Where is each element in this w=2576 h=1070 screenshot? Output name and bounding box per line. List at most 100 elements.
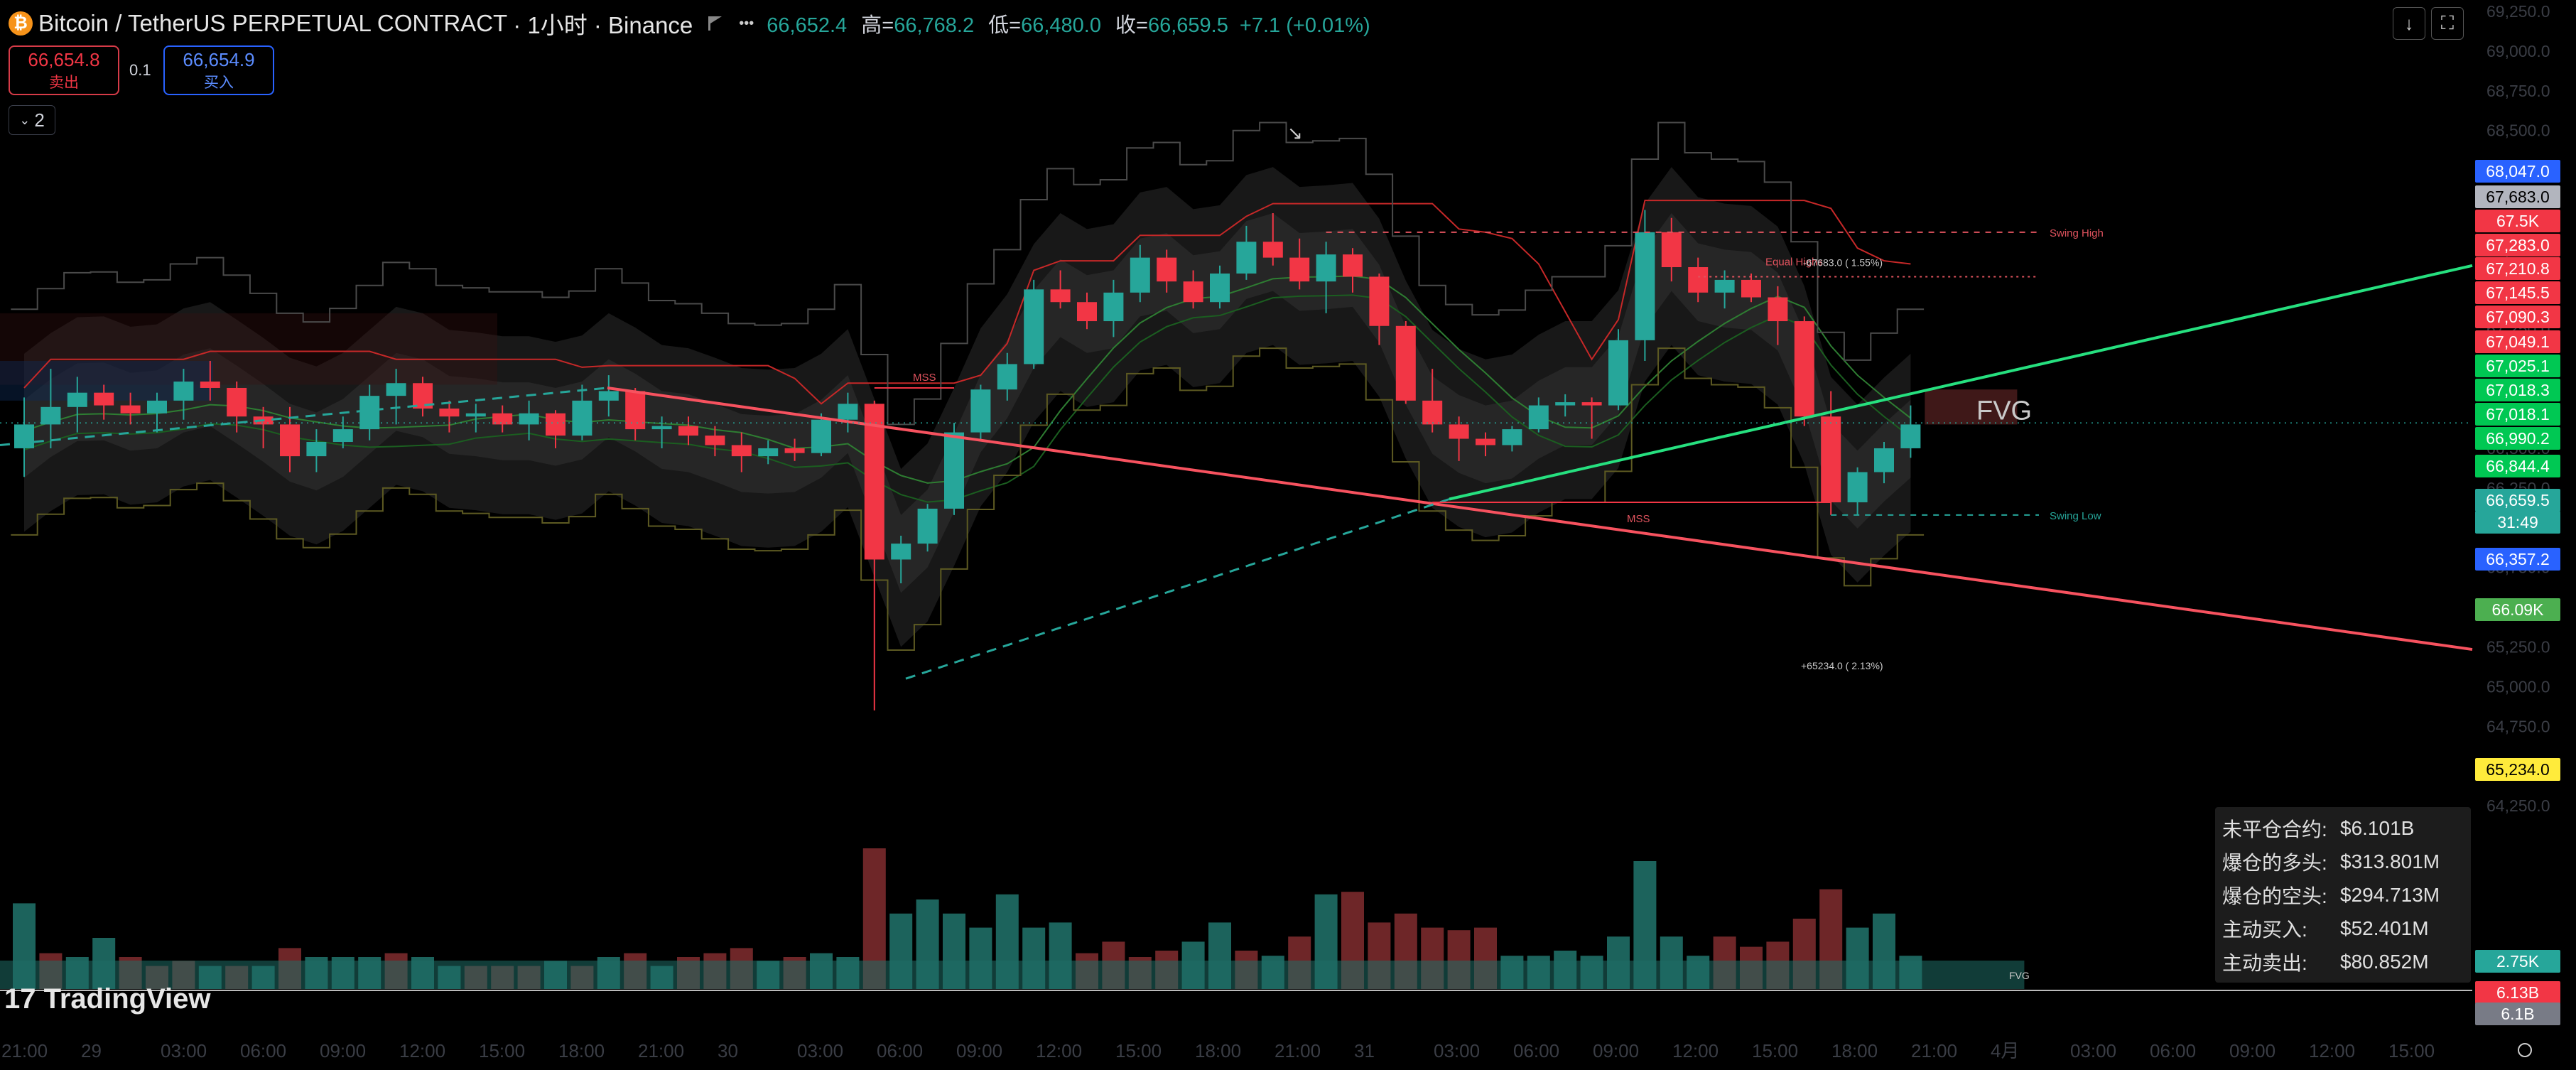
stats-value: $313.801M — [2340, 850, 2440, 872]
candle-body — [147, 400, 167, 414]
donchian-upper — [11, 121, 1925, 426]
candle-body — [1821, 416, 1841, 502]
x-tick-label: 18:00 — [1831, 1040, 1878, 1061]
candle-body — [1449, 424, 1469, 439]
fullscreen-button[interactable]: ⛶ — [2431, 7, 2464, 40]
price-label-box — [2475, 185, 2560, 208]
candle-body — [1369, 276, 1390, 326]
candle-body — [439, 409, 460, 417]
indicator-collapse-toggle[interactable]: ⌄ 2 — [9, 105, 55, 135]
price-label-box — [2475, 511, 2560, 534]
stats-row: 爆仓的空头: $294.713M — [2222, 878, 2464, 912]
range-low-note: +65234.0 ( 2.13%) — [1801, 660, 1883, 671]
price-label-box — [2475, 257, 2560, 280]
candle-body — [1794, 321, 1814, 417]
buy-price: 66,654.9 — [183, 48, 255, 70]
x-tick-label: 18:00 — [558, 1040, 605, 1061]
stats-row: 未平仓合约: $6.101B — [2222, 811, 2464, 845]
price-label-box — [2475, 403, 2560, 426]
y-tick-label: 69,250.0 — [2486, 2, 2550, 21]
stats-value: $294.713M — [2340, 883, 2440, 906]
sell-button[interactable]: 66,654.8 卖出 — [9, 45, 119, 95]
green-ema-line-2 — [23, 294, 1912, 503]
candle-body — [1077, 302, 1097, 322]
download-icon: ↓ — [2404, 12, 2414, 34]
x-tick-label: 03:00 — [2070, 1040, 2116, 1061]
price-label-box — [2475, 427, 2560, 450]
price-label-text: 67,049.1 — [2486, 333, 2550, 351]
fullscreen-icon: ⛶ — [2440, 12, 2455, 33]
candle-body — [678, 426, 698, 436]
price-label-text: 68,047.0 — [2486, 162, 2550, 180]
ohlc-high-label: 高= — [861, 14, 894, 37]
green-ema-line — [23, 275, 1912, 484]
price-label-text: 6.1B — [2501, 1005, 2534, 1023]
candle-body — [386, 383, 406, 396]
y-tick-label: 64,250.0 — [2486, 796, 2550, 815]
stats-label: 主动买入: — [2222, 918, 2307, 941]
candle-body — [1608, 340, 1628, 406]
y-tick-label: 64,750.0 — [2486, 717, 2550, 735]
x-tick-label: 12:00 — [1672, 1040, 1719, 1061]
x-tick-label: 15:00 — [1752, 1040, 1798, 1061]
candle-body — [811, 419, 831, 453]
red-zone — [0, 313, 497, 385]
x-tick-label: 06:00 — [877, 1040, 923, 1061]
interval-exchange[interactable]: · 1小时 · Binance — [513, 12, 693, 38]
candle-body — [1289, 257, 1310, 282]
candle-body — [651, 426, 672, 430]
trend-lines[interactable] — [0, 231, 2473, 680]
inner-cloud — [24, 212, 1911, 593]
x-tick-label: 31 — [1354, 1040, 1375, 1061]
stats-value: $52.401M — [2340, 917, 2429, 939]
ohlc-low-label: 低= — [988, 14, 1022, 37]
price-label-text: 67,683.0 — [2486, 188, 2550, 206]
stats-row: 主动买入: $52.401M — [2222, 912, 2464, 945]
x-tick-label: 21:00 — [638, 1040, 684, 1061]
stats-value: $6.101B — [2340, 816, 2415, 839]
candle-body — [1130, 257, 1150, 293]
time-axis[interactable]: 21:00 29 03:00 06:00 09:00 12:00 15:00 18:00 21:… — [1, 1040, 2532, 1061]
fvg-small-label: FVG — [2009, 970, 2030, 981]
buy-button[interactable]: 66,654.9 买入 — [163, 45, 274, 95]
price-label-text: 67,018.3 — [2486, 381, 2550, 399]
candle-body — [1714, 279, 1735, 293]
candle-body — [14, 424, 34, 448]
annotations: Swing High Swing Low Equal Highs MSS MSS FVG F… — [913, 122, 2104, 981]
candle-body — [359, 396, 380, 430]
price-label-box — [2475, 548, 2560, 571]
x-tick-label: 09:00 — [2229, 1040, 2275, 1061]
more-options-icon[interactable]: ••• — [739, 15, 754, 31]
candle-body — [1847, 472, 1868, 502]
price-label-text: 66,659.5 — [2486, 491, 2550, 509]
candle-body — [705, 436, 725, 445]
stats-label: 爆仓的多头: — [2222, 851, 2327, 874]
mss-label: MSS — [913, 372, 936, 384]
x-tick-label: 21:00 — [1, 1040, 48, 1061]
flag-icon[interactable] — [708, 16, 723, 31]
fvg-box — [1925, 389, 2018, 425]
price-label-box — [2475, 330, 2560, 353]
stats-value: $80.852M — [2340, 950, 2429, 973]
x-tick-label: 03:00 — [1434, 1040, 1480, 1061]
candle-body — [1874, 448, 1894, 472]
price-label-box — [2475, 281, 2560, 304]
tv-logo-text: TradingView — [43, 983, 211, 1015]
tradingview-logo[interactable]: 17 TradingView — [4, 983, 211, 1015]
price-label-text: 65,234.0 — [2486, 760, 2550, 779]
x-tick-label: 21:00 — [1911, 1040, 1957, 1061]
candle-body — [1157, 257, 1177, 282]
chevron-down-icon: ⌄ — [19, 112, 31, 127]
download-button[interactable]: ↓ — [2393, 7, 2425, 40]
price-label-text: 67,018.1 — [2486, 405, 2550, 423]
sell-label: 卖出 — [49, 74, 79, 91]
candle-body — [1103, 292, 1124, 322]
candle-body — [997, 364, 1017, 390]
green-trendline — [1449, 264, 2473, 501]
candle-body — [67, 392, 87, 407]
ohlc-readout: 66,652.4 高=66,768.2 低=66,480.0 收=66,659.… — [767, 9, 1370, 38]
candle-body — [120, 405, 141, 414]
candle-body — [1050, 289, 1071, 303]
symbol-title[interactable]: Bitcoin / TetherUS PERPETUAL CONTRACT — [38, 10, 508, 36]
